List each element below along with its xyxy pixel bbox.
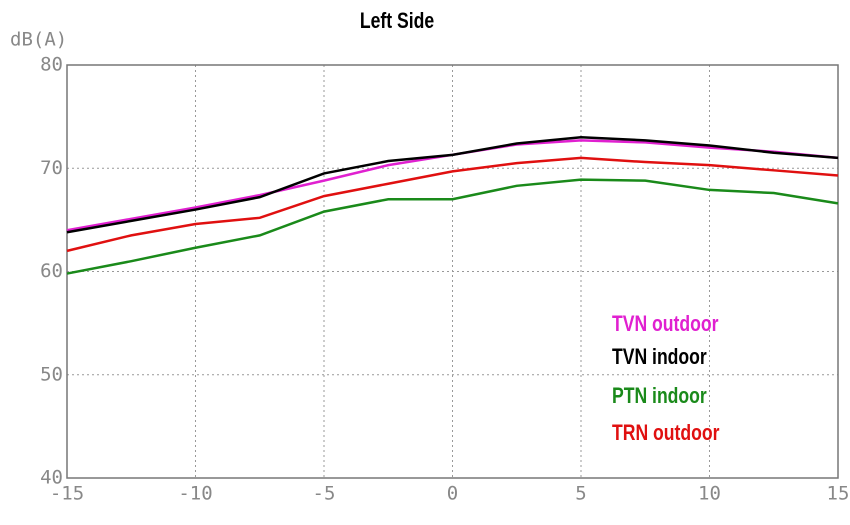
x-tick-label: 15 xyxy=(827,483,850,505)
chart-title: Left Side xyxy=(360,9,434,33)
series-line xyxy=(66,178,839,275)
plot-frame xyxy=(66,64,839,479)
legend-label: PTN indoor xyxy=(612,384,707,408)
legend-label: TRN outdoor xyxy=(612,421,720,445)
x-tick-label: -5 xyxy=(313,483,336,505)
series-line xyxy=(66,136,839,234)
series-line xyxy=(66,156,839,253)
legend-label: TVN outdoor xyxy=(612,312,719,336)
x-tick-label: 0 xyxy=(447,483,458,505)
x-tick-label: 10 xyxy=(698,483,721,505)
y-tick-label: 70 xyxy=(40,157,63,179)
y-axis-label: dB(A) xyxy=(10,29,67,51)
y-tick-label: 80 xyxy=(40,54,63,76)
y-tick-label: 40 xyxy=(40,467,63,489)
x-tick-label: 5 xyxy=(575,483,586,505)
y-tick-label: 60 xyxy=(40,260,63,282)
legend-label: TVN indoor xyxy=(612,345,707,369)
x-tick-label: -15 xyxy=(50,483,84,505)
x-tick-label: -10 xyxy=(178,483,212,505)
y-tick-label: 50 xyxy=(40,363,63,385)
